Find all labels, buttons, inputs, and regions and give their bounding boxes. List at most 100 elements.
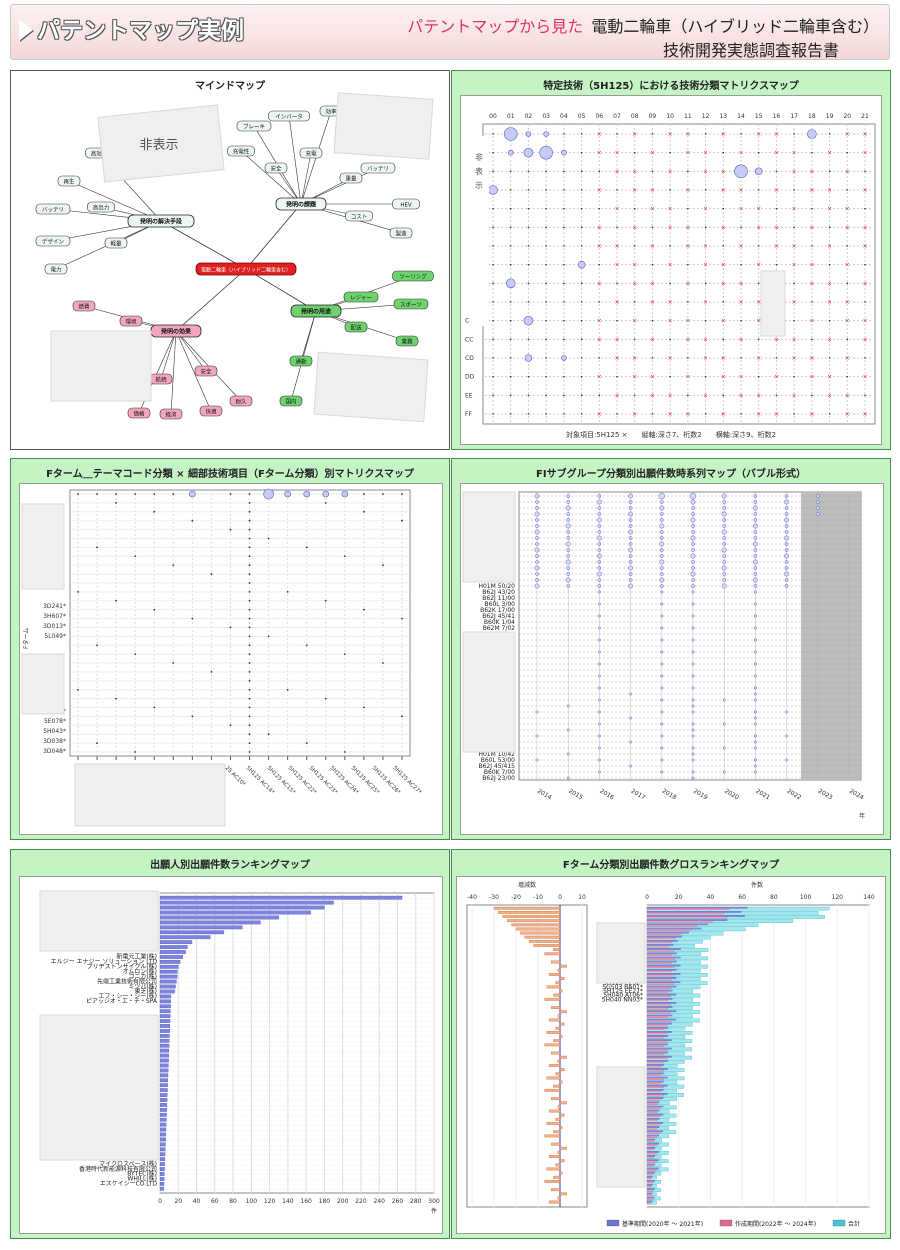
matrix2-bubble	[96, 493, 98, 495]
leaf-label: 高出力	[93, 204, 110, 212]
fi-y-tick: B60L 3/00	[485, 601, 516, 608]
fi-bubble	[566, 500, 571, 504]
matrix1-dot	[616, 282, 618, 285]
rank-base-bar	[646, 1035, 668, 1037]
leaf-label: レジャー	[350, 296, 372, 302]
applicant-bar	[159, 1073, 169, 1078]
diff-bar	[548, 1155, 561, 1158]
fi-bubble	[721, 547, 727, 553]
rank-base-bar	[646, 973, 681, 975]
diff-bar	[553, 948, 561, 952]
fi-bubble	[597, 626, 601, 630]
matrix1-empty-mark: ×	[809, 187, 814, 194]
matrix1-empty-mark: ×	[668, 168, 673, 175]
fi-bubble	[785, 710, 789, 714]
fi-bubble	[660, 722, 664, 726]
matrix1-x-tick: 06	[595, 113, 603, 120]
fi-bubble	[534, 547, 540, 553]
fi-bubble	[566, 704, 570, 708]
diff-bar	[511, 923, 561, 927]
matrix1-empty-mark: ×	[774, 411, 779, 418]
fi-bubble	[660, 662, 664, 666]
matrix2-bubble	[96, 644, 98, 647]
fi-x-tick: 2017	[630, 788, 647, 802]
applicant-x-tick: 180	[319, 1198, 331, 1205]
matrix2-bubble	[96, 546, 98, 549]
diff-bar	[544, 997, 561, 1001]
fi-x-tick: 2018	[661, 788, 678, 802]
hidden-overlay-box	[462, 491, 516, 583]
leaf-node	[127, 407, 151, 419]
matrix2-bubble	[248, 510, 251, 513]
leaf-label: 高効率	[91, 150, 108, 158]
matrix1-empty-mark: ×	[792, 355, 797, 362]
rank-new-bar	[646, 949, 675, 952]
matrix1-empty-mark: ×	[703, 299, 708, 306]
applicant-bar	[159, 905, 325, 910]
diff-x-tick: -20	[511, 894, 521, 901]
matrix1-empty-mark: ×	[685, 187, 690, 194]
rank-new-bar	[646, 982, 675, 985]
fi-bubble	[535, 734, 539, 738]
matrix1-empty-mark: ×	[827, 392, 832, 399]
applicant-bar	[159, 900, 334, 905]
diff-bar	[559, 1192, 567, 1196]
leaf-line	[175, 330, 207, 372]
fi-y-tick: H01M 50/20	[478, 583, 515, 590]
matrix2-bubble	[324, 697, 327, 700]
matrix1-empty-mark: ×	[827, 280, 832, 287]
fi-bubble	[597, 746, 601, 750]
fi-bubble	[534, 565, 540, 571]
leaf-node	[119, 315, 143, 327]
leaf-node	[343, 291, 379, 303]
rank-new-bar	[646, 966, 675, 968]
matrix1-dot	[864, 263, 866, 266]
matrix1-dot	[687, 207, 689, 210]
diff-bar	[529, 939, 561, 943]
fi-bubble	[566, 536, 571, 540]
matrix1-dot	[563, 207, 565, 210]
fi-bubble	[721, 493, 727, 499]
fi-y-tick: B62J 45/415	[478, 763, 515, 770]
matrix2-bubble	[191, 617, 194, 620]
rank-x-tick: 100	[800, 894, 812, 901]
matrix1-empty-mark: ×	[632, 355, 637, 362]
matrix1-dot	[669, 375, 671, 378]
fi-bubble	[628, 506, 633, 510]
matrix1-dot	[492, 319, 494, 322]
fi-bubble	[628, 583, 634, 589]
leaf-label: ブレーキ	[243, 123, 265, 131]
matrix1-dot	[633, 151, 636, 154]
rank-base-bar	[646, 985, 677, 988]
rank-base-bar	[646, 1113, 664, 1116]
fi-bubble	[597, 512, 602, 516]
branch-line	[175, 268, 247, 332]
matrix1-x-tick: 18	[808, 113, 816, 120]
matrix1-dot	[757, 375, 760, 378]
applicant-x-tick: 140	[282, 1198, 294, 1205]
rank-x-tick: 80	[770, 894, 778, 901]
matrix1-empty-mark: ×	[774, 187, 779, 194]
branch-label: 発明の課題	[286, 201, 317, 209]
matrix2-y-tick: 3D038*	[43, 738, 66, 745]
matrix1-dot	[846, 282, 849, 285]
matrix1-dot	[704, 319, 707, 322]
fi-bubble	[597, 686, 601, 690]
leaf-label: 通勤	[295, 358, 307, 366]
leaf-node	[227, 145, 255, 157]
fi-bubble	[722, 536, 727, 540]
leaf-label: デザイン	[42, 238, 65, 246]
hidden-overlay	[50, 330, 152, 402]
rank-base-bar	[646, 927, 702, 930]
matrix1-dot	[527, 282, 530, 285]
matrix2-bubble	[401, 715, 403, 718]
rank-new-bar	[646, 1189, 654, 1192]
matrix2-y-tick: 5H043*	[43, 728, 66, 735]
applicant-bar	[159, 1048, 170, 1053]
matrix1-dot	[616, 189, 618, 191]
matrix1-y-tick: DD	[465, 374, 475, 381]
matrix1-dot	[527, 263, 530, 266]
hidden-overlay-box	[21, 653, 65, 715]
matrix1-dot	[580, 338, 583, 341]
matrix1-empty-mark: ×	[721, 262, 726, 269]
